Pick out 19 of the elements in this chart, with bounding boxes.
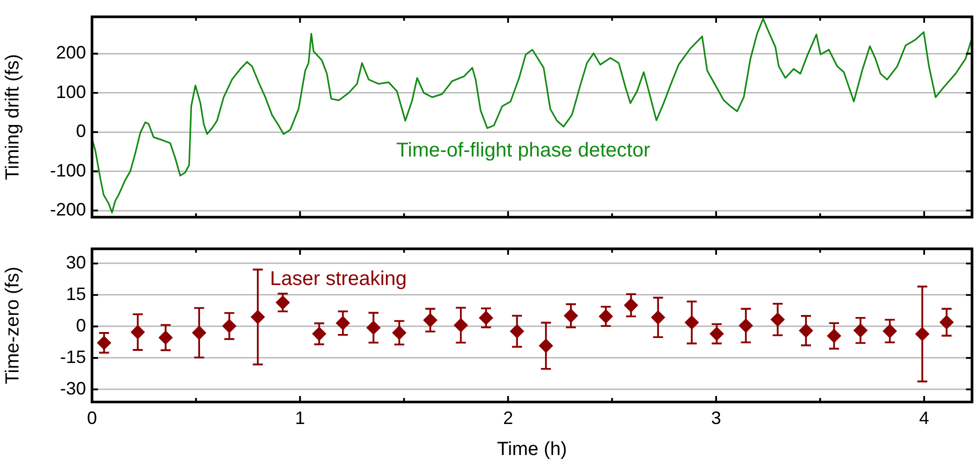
x-axis-title: Time (h) (496, 438, 568, 460)
y-tick-label: -15 (60, 346, 86, 367)
y-tick-label: 0 (76, 121, 86, 142)
x-tick-label: 1 (295, 408, 306, 428)
y-axis-title: Timing drift (fs) (2, 54, 24, 180)
y-tick-label: -30 (60, 378, 86, 398)
x-tick-label: 2 (503, 408, 514, 428)
y-tick-label: -200 (50, 200, 86, 220)
series-label: Time-of-flight phase detector (396, 140, 650, 162)
y-tick-label: 0 (76, 315, 86, 336)
y-axis-title: Time-zero (fs) (2, 266, 24, 384)
y-tick-label: 100 (56, 82, 86, 102)
x-tick-label: 3 (711, 408, 722, 428)
y-tick-label: 30 (66, 252, 86, 272)
y-tick-label: -100 (50, 160, 86, 180)
series-label: Laser streaking (270, 268, 407, 290)
x-tick-label: 4 (919, 408, 930, 428)
y-tick-label: 200 (56, 42, 86, 63)
y-tick-label: 15 (66, 284, 86, 304)
